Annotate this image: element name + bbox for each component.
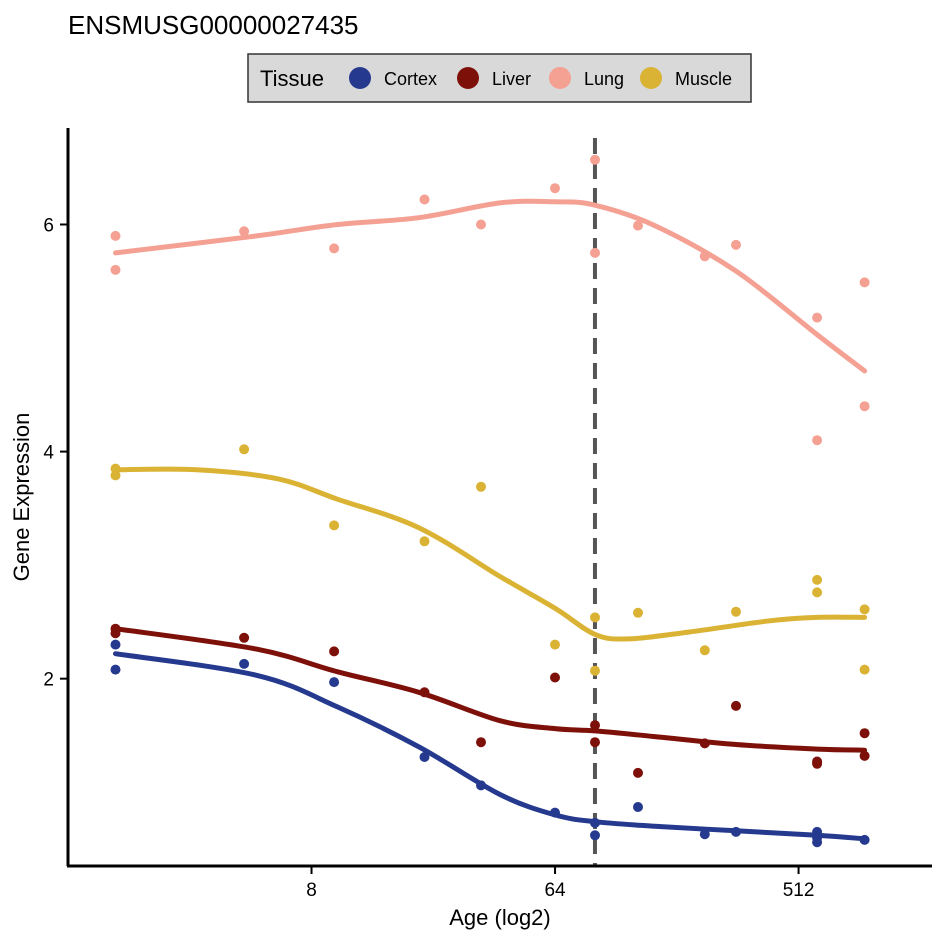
cortex-data-point <box>859 834 870 845</box>
plot-area: 8 64 512 2 4 6 <box>43 128 932 901</box>
muscle-data-point <box>633 607 643 618</box>
lung-data-point <box>812 435 823 446</box>
cortex-data-point <box>731 826 741 837</box>
liver-data-point <box>110 628 121 639</box>
cortex-data-point <box>590 817 600 828</box>
cortex-data-point <box>476 780 486 791</box>
cortex-data-point <box>239 658 250 669</box>
lung-data-point <box>633 220 643 231</box>
legend-label-muscle: Muscle <box>675 69 732 89</box>
muscle-data-point <box>550 639 560 650</box>
legend-label-cortex: Cortex <box>384 69 437 89</box>
lung-data-point <box>590 247 600 258</box>
cortex-data-point <box>110 639 121 650</box>
muscle-data-point <box>239 444 250 455</box>
muscle-data-point <box>590 612 600 623</box>
y-tick-label: 2 <box>43 670 54 691</box>
legend-box <box>247 53 752 103</box>
liver-data-point <box>476 737 486 748</box>
lung-data-point <box>590 154 600 165</box>
lung-data-point <box>812 312 823 323</box>
muscle-data-point <box>731 606 741 617</box>
legend-key-cortex <box>349 67 371 89</box>
lung-trend-line <box>113 198 868 374</box>
liver-data-point <box>699 738 710 749</box>
cortex-data-point <box>633 802 643 812</box>
lung-data-point <box>731 239 741 250</box>
legend-key-muscle <box>640 67 662 89</box>
cortex-data-point <box>329 677 340 688</box>
x-axis-title: Age (log2) <box>449 905 551 930</box>
y-tick-label: 6 <box>43 216 54 237</box>
liver-data-point <box>812 758 823 769</box>
cortex-data-point <box>590 830 600 841</box>
liver-data-point <box>633 767 643 778</box>
cortex-data-point <box>110 664 121 675</box>
muscle-data-point <box>699 645 710 656</box>
cortex-trend-line <box>113 651 868 842</box>
lung-data-point <box>110 264 121 275</box>
legend-key-lung <box>549 67 571 89</box>
muscle-data-point <box>329 520 340 531</box>
x-tick-label: 64 <box>544 880 566 901</box>
lung-data-point <box>859 401 870 412</box>
liver-data-point <box>731 700 741 711</box>
cortex-data-point <box>550 807 560 818</box>
liver-data-point <box>239 632 250 643</box>
cortex-data-point <box>419 752 430 762</box>
legend-label-liver: Liver <box>492 69 531 89</box>
liver-data-point <box>419 687 430 698</box>
liver-data-point <box>329 646 340 657</box>
lung-data-point <box>329 243 340 254</box>
muscle-data-point <box>476 481 486 492</box>
legend: Tissue Cortex Liver Lung Muscle <box>247 53 752 103</box>
lung-data-point <box>859 277 870 288</box>
x-tick-label: 8 <box>306 880 317 901</box>
liver-trend-line <box>113 626 868 753</box>
lung-data-point <box>239 226 250 237</box>
legend-key-liver <box>457 67 479 89</box>
muscle-data-point <box>419 536 430 547</box>
lung-data-point <box>550 183 560 194</box>
muscle-trend-line <box>113 466 868 642</box>
y-tick-label: 4 <box>43 443 54 464</box>
muscle-data-point <box>859 604 870 615</box>
muscle-data-point <box>590 665 600 676</box>
cortex-data-point <box>699 829 710 840</box>
legend-label-lung: Lung <box>584 69 624 89</box>
liver-data-point <box>590 720 600 731</box>
lung-data-point <box>419 194 430 205</box>
x-tick-label: 512 <box>783 880 815 901</box>
muscle-data-point <box>812 587 823 598</box>
muscle-data-point <box>859 664 870 675</box>
y-axis-title: Gene Expression <box>9 413 34 582</box>
lung-data-point <box>110 230 121 241</box>
lung-data-point <box>476 219 486 230</box>
liver-data-point <box>590 737 600 748</box>
liver-data-point <box>859 728 870 739</box>
muscle-data-point <box>110 470 121 481</box>
liver-data-point <box>550 672 560 683</box>
liver-data-point <box>859 750 870 761</box>
cortex-data-point <box>812 837 823 848</box>
muscle-data-point <box>812 574 823 585</box>
legend-title: Tissue <box>260 66 324 91</box>
chart-title: ENSMUSG00000027435 <box>68 10 359 40</box>
lung-data-point <box>699 251 710 262</box>
